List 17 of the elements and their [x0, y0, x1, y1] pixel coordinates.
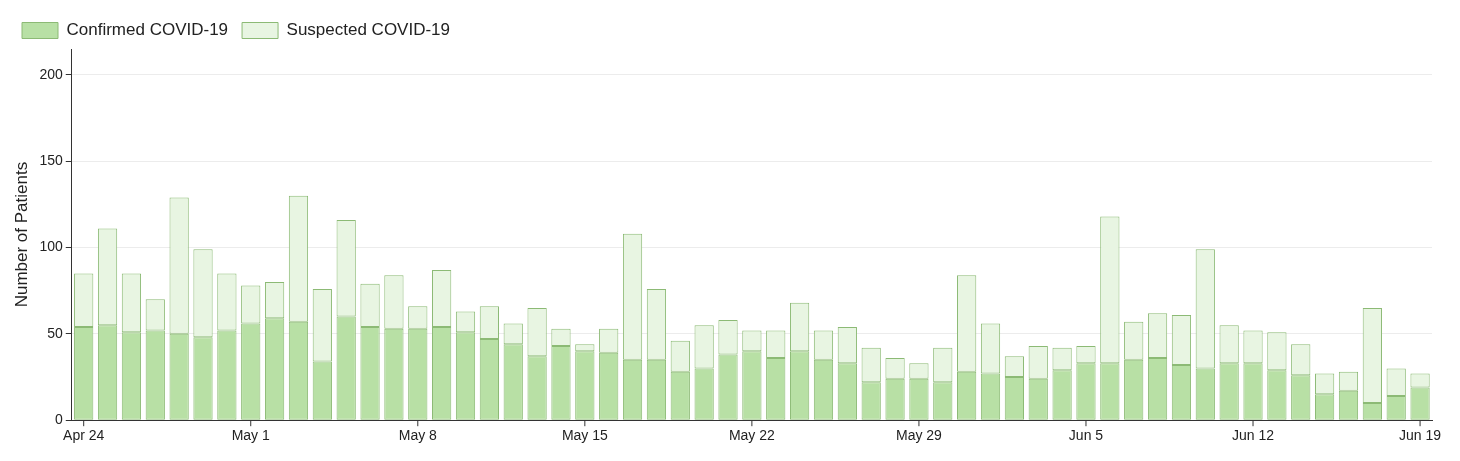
x-tick-label: May 8	[398, 427, 438, 444]
x-tick-label: Jun 5	[1068, 427, 1104, 444]
legend-label: Suspected COVID-19	[286, 20, 451, 40]
x-tick-label: May 22	[728, 427, 776, 444]
legend-label: Confirmed COVID-19	[66, 20, 229, 40]
x-tick-label: May 29	[895, 427, 943, 444]
x-tick-label: May 15	[561, 427, 608, 444]
y-tick-label: 150	[39, 152, 63, 169]
x-tick-label: Jun 12	[1232, 427, 1275, 444]
x-tick-label: Apr 24	[63, 427, 105, 444]
y-tick-label: 50	[47, 324, 63, 341]
y-axis-title: Number of Patients	[11, 161, 31, 308]
y-tick-label: 0	[54, 411, 63, 428]
x-tick-label: Jun 19	[1399, 427, 1442, 444]
y-tick-label: 100	[39, 238, 63, 255]
x-tick-label: May 1	[231, 427, 271, 444]
y-tick-label: 200	[39, 65, 63, 82]
